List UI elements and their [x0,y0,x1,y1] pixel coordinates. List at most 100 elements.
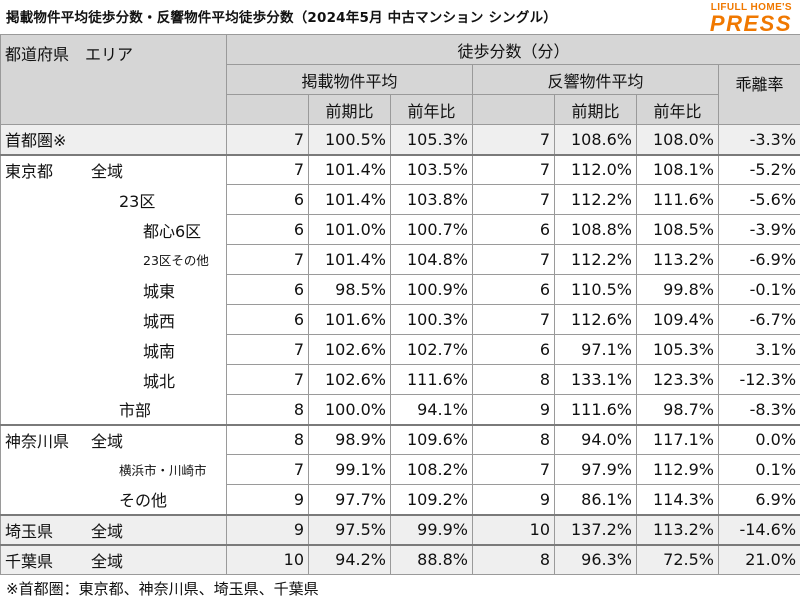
row-label: 城西 [0,304,227,335]
cell-inquiry-prev-period: 137.2% [554,513,637,545]
row-label: 城南 [0,334,227,365]
cell-listed-prev-year: 100.9% [390,274,473,305]
table-row: 東京都 全域 7 101.4% 103.5% 7 112.0% 108.1% -5… [0,153,800,185]
cell-listed-prev-period: 100.0% [308,394,391,425]
cell-divergence: -5.2% [717,153,800,185]
cell-listed-prev-period: 101.0% [308,214,391,245]
row-label: 横浜市・川崎市 [0,454,227,485]
row-label: 市部 [0,394,227,425]
cell-listed-prev-year: 102.7% [390,334,473,365]
cell-inquiry-prev-year: 114.3% [636,484,719,515]
cell-inquiry-prev-period: 112.2% [554,184,637,215]
cell-divergence: -6.9% [717,244,800,275]
cell-listed-prev-year: 104.8% [390,244,473,275]
table-row: その他 9 97.7% 109.2% 9 86.1% 114.3% 6.9% [0,484,800,515]
header-walking-group: 徒歩分数（分） [225,34,800,65]
cell-inquiry-prev-year: 113.2% [636,244,719,275]
cell-inquiry-min: 7 [472,124,555,155]
cell-inquiry-min: 10 [472,513,555,545]
cell-listed-prev-year: 109.2% [390,484,473,515]
cell-inquiry-prev-year: 98.7% [636,394,719,425]
header-divergence: 乖離率 [717,64,800,125]
cell-inquiry-prev-period: 97.1% [554,334,637,365]
cell-inquiry-min: 8 [472,364,555,395]
cell-inquiry-prev-period: 94.0% [554,423,637,455]
cell-listed-prev-period: 97.7% [308,484,391,515]
logo-top-text: LIFULL HOME'S [710,2,792,13]
cell-listed-prev-year: 109.6% [390,423,473,455]
cell-inquiry-prev-period: 96.3% [554,543,637,575]
table-row: 埼玉県 全域 9 97.5% 99.9% 10 137.2% 113.2% -14… [0,513,800,545]
cell-listed-prev-year: 100.3% [390,304,473,335]
cell-inquiry-prev-year: 112.9% [636,454,719,485]
cell-inquiry-prev-year: 108.1% [636,153,719,185]
cell-listed-min: 8 [226,423,309,455]
cell-divergence: -5.6% [717,184,800,215]
cell-listed-min: 8 [226,394,309,425]
cell-inquiry-prev-period: 112.6% [554,304,637,335]
logo-main-text: PRESS [709,11,792,36]
row-label: 埼玉県 全域 [0,513,227,545]
table-row: 都心6区 6 101.0% 100.7% 6 108.8% 108.5% -3.… [0,214,800,245]
cell-listed-min: 6 [226,274,309,305]
table-row: 千葉県 全域 10 94.2% 88.8% 8 96.3% 72.5% 21.0% [0,543,800,575]
cell-divergence: 3.1% [717,334,800,365]
cell-divergence: -3.3% [717,124,800,155]
cell-inquiry-min: 7 [472,153,555,185]
cell-divergence: -3.9% [717,214,800,245]
cell-divergence: -14.6% [717,513,800,545]
table-row: 城西 6 101.6% 100.3% 7 112.6% 109.4% -6.7% [0,304,800,335]
footnote: ※首都圏：東京都、神奈川県、埼玉県、千葉県 [6,580,319,598]
row-label: 首都圏※ [0,124,227,155]
table-row: 市部 8 100.0% 94.1% 9 111.6% 98.7% -8.3% [0,394,800,425]
cell-listed-min: 9 [226,513,309,545]
row-label: 都心6区 [0,214,227,245]
cell-inquiry-prev-period: 133.1% [554,364,637,395]
pref-name: 首都圏※ [5,131,67,151]
cell-listed-min: 7 [226,454,309,485]
cell-listed-prev-period: 99.1% [308,454,391,485]
cell-inquiry-prev-year: 111.6% [636,184,719,215]
cell-inquiry-min: 9 [472,484,555,515]
table-row: 城東 6 98.5% 100.9% 6 110.5% 99.8% -0.1% [0,274,800,305]
table-row: 横浜市・川崎市 7 99.1% 108.2% 7 97.9% 112.9% 0.… [0,454,800,485]
header-inquiry-prev-year: 前年比 [636,94,719,125]
table-row: 城南 7 102.6% 102.7% 6 97.1% 105.3% 3.1% [0,334,800,365]
cell-listed-min: 9 [226,484,309,515]
cell-inquiry-prev-year: 99.8% [636,274,719,305]
cell-listed-prev-year: 88.8% [390,543,473,575]
cell-inquiry-min: 6 [472,214,555,245]
header-inquiry-prev-period: 前期比 [554,94,637,125]
cell-listed-prev-year: 108.2% [390,454,473,485]
cell-listed-prev-year: 111.6% [390,364,473,395]
cell-listed-min: 6 [226,184,309,215]
cell-listed-prev-period: 100.5% [308,124,391,155]
page-title: 掲載物件平均徒歩分数・反響物件平均徒歩分数（2024年5月 中古マンション シン… [6,10,557,26]
cell-inquiry-min: 7 [472,184,555,215]
cell-inquiry-min: 6 [472,334,555,365]
cell-listed-prev-period: 98.9% [308,423,391,455]
cell-listed-prev-period: 101.4% [308,244,391,275]
cell-inquiry-min: 9 [472,394,555,425]
pref-name: 埼玉県 [5,521,54,541]
cell-divergence: -0.1% [717,274,800,305]
cell-inquiry-min: 7 [472,244,555,275]
cell-listed-min: 10 [226,543,309,575]
cell-inquiry-prev-year: 113.2% [636,513,719,545]
cell-divergence: 21.0% [717,543,800,575]
cell-listed-prev-year: 105.3% [390,124,473,155]
table-row: 23区その他 7 101.4% 104.8% 7 112.2% 113.2% -… [0,244,800,275]
row-label: 神奈川県 全域 [0,423,227,455]
cell-listed-prev-period: 97.5% [308,513,391,545]
cell-listed-min: 7 [226,364,309,395]
header-inquiry-min [472,94,555,125]
cell-listed-prev-period: 102.6% [308,334,391,365]
header-area: 都道府県 エリア [0,34,227,125]
cell-listed-prev-period: 101.4% [308,184,391,215]
walking-minutes-table: 都道府県 エリア 徒歩分数（分） 掲載物件平均 反響物件平均 乖離率 前期比 前… [0,34,800,575]
cell-inquiry-prev-year: 108.0% [636,124,719,155]
header-listed-min [226,94,309,125]
cell-inquiry-min: 7 [472,304,555,335]
header-inquiry: 反響物件平均 [472,64,719,95]
cell-divergence: 0.0% [717,423,800,455]
